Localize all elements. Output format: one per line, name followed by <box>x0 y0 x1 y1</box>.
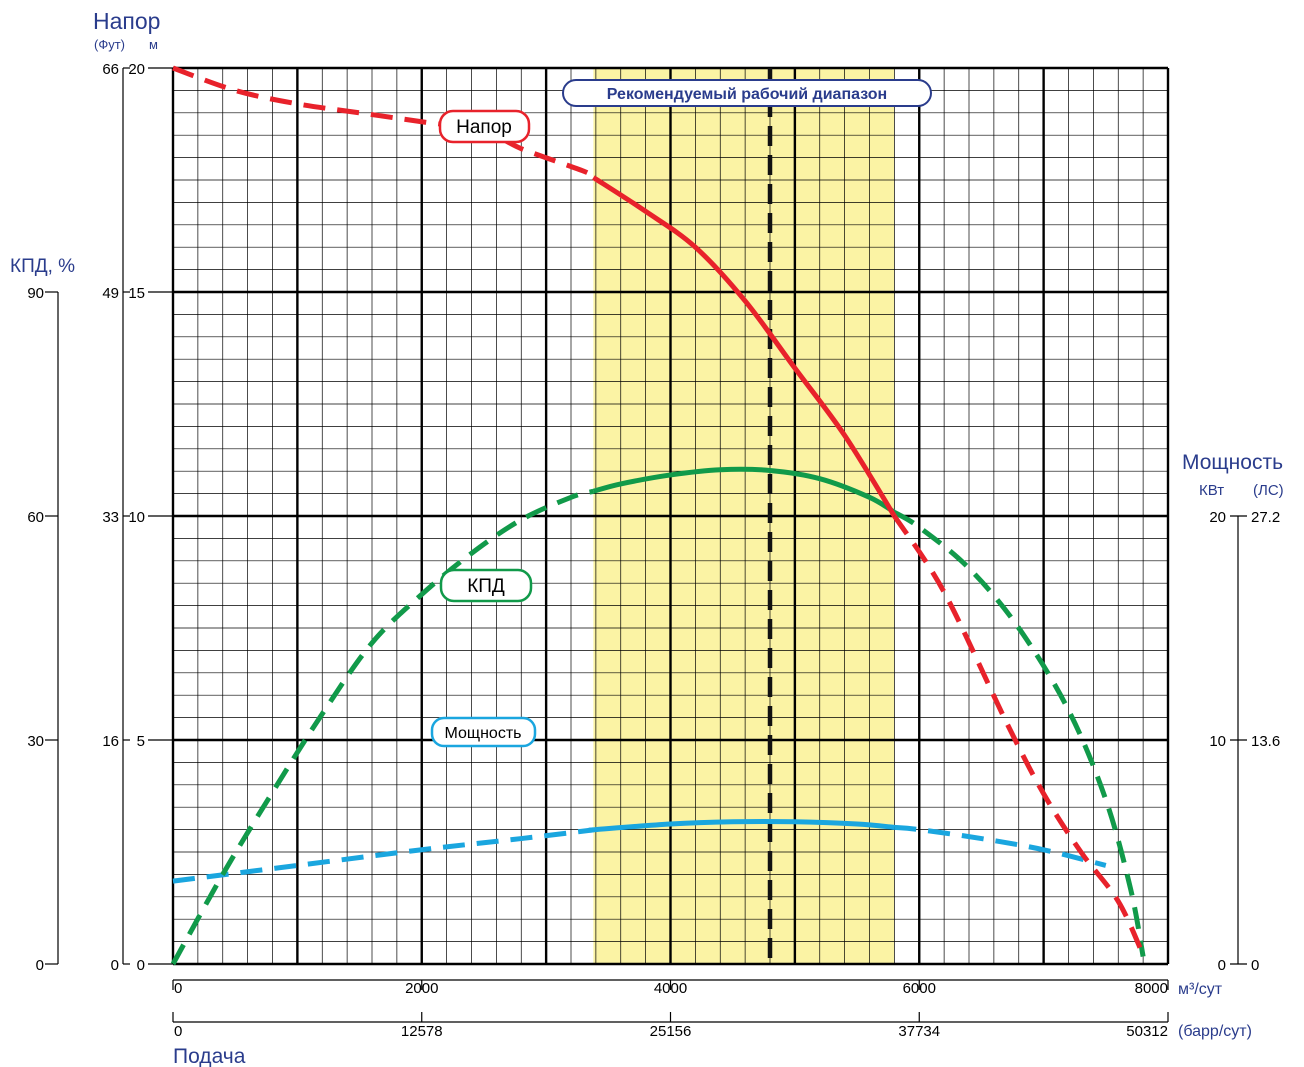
power-hp-tick-label: 27.2 <box>1251 509 1280 526</box>
power-hp-tick-label: 13.6 <box>1251 733 1280 750</box>
efficiency-curve-dashed-segment <box>893 510 1146 957</box>
flow-m3-tick-label: 2000 <box>405 980 438 997</box>
head-ft-tick-label: 49 <box>102 285 119 302</box>
head-ft-tick-label: 33 <box>102 509 119 526</box>
head-unit-ft: (Фут) <box>94 37 125 52</box>
efficiency-axis-title: КПД, % <box>10 256 75 277</box>
power-kw-tick-label: 10 <box>1209 733 1226 750</box>
recommended-range-label: Рекомендуемый рабочий диапазон <box>607 86 887 103</box>
power-hp-tick-label: 0 <box>1251 957 1259 974</box>
tick-labels: 0 0 5 16 10 33 15 49 20 66 0 30 60 90 0 0 10 13.6 20 27.2 0 0… <box>27 61 1280 1040</box>
grid-major <box>171 66 1170 966</box>
power-curve-dashed-segment <box>172 827 594 884</box>
head-curve-solid-segment <box>592 175 897 518</box>
head-ft-tick-label: 0 <box>111 957 119 974</box>
efficiency-tick-label: 60 <box>27 509 44 526</box>
power-curve-solid-segment <box>587 818 895 833</box>
head-m-tick-label: 15 <box>128 285 145 302</box>
power-axis-title: Мощность <box>1182 451 1283 474</box>
efficiency-tick-label: 90 <box>27 285 44 302</box>
power-kw-tick-label: 20 <box>1209 509 1226 526</box>
flow-bbl-tick-label: 0 <box>174 1023 182 1040</box>
flow-axis-title: Подача <box>173 1045 246 1067</box>
head-curve-dashed-segment <box>172 65 596 180</box>
head-axis-title: Напор <box>93 8 160 34</box>
power-curve-label-text: Мощность <box>445 725 522 742</box>
head-curve-dashed-segment <box>892 514 1146 957</box>
flow-unit-m3: м³/сут <box>1178 981 1223 998</box>
flow-m3-tick-label: 8000 <box>1135 980 1168 997</box>
power-curve-label: Мощность <box>430 716 537 748</box>
power-kw-tick-label: 0 <box>1218 957 1226 974</box>
flow-m3-tick-label: 0 <box>174 980 182 997</box>
efficiency-tick-label: 0 <box>36 957 44 974</box>
power-curve-dashed-segment <box>894 824 1107 868</box>
head-m-tick-label: 20 <box>128 61 145 78</box>
axes <box>45 67 1247 1023</box>
head-m-tick-label: 10 <box>128 509 145 526</box>
flow-bbl-tick-label: 12578 <box>401 1023 443 1040</box>
efficiency-curve-label-text: КПД <box>467 576 505 597</box>
head-unit-m: м <box>149 37 158 52</box>
flow-unit-bbl: (барр/сут) <box>1178 1023 1252 1040</box>
curves <box>170 65 1146 966</box>
curve-label-bubbles: Напор КПД Мощность <box>430 109 537 748</box>
head-m-tick-label: 0 <box>137 957 145 974</box>
flow-m3-tick-label: 4000 <box>654 980 687 997</box>
flow-bbl-tick-label: 25156 <box>650 1023 692 1040</box>
head-ft-tick-label: 66 <box>102 61 119 78</box>
power-unit-hp: (ЛС) <box>1253 482 1284 499</box>
flow-m3-tick-label: 6000 <box>903 980 936 997</box>
head-ft-tick-label: 16 <box>102 733 119 750</box>
head-m-tick-label: 5 <box>137 733 145 750</box>
efficiency-curve-dashed-segment <box>170 488 595 966</box>
efficiency-tick-label: 30 <box>27 733 44 750</box>
flow-bbl-tick-label: 50312 <box>1126 1023 1168 1040</box>
efficiency-curve-solid-segment <box>592 466 896 515</box>
recommended-range-badge: Рекомендуемый рабочий диапазон <box>562 79 932 107</box>
flow-bbl-tick-label: 37734 <box>898 1023 940 1040</box>
power-unit-kw: КВт <box>1199 482 1224 499</box>
head-curve-label: Напор <box>438 109 531 144</box>
head-curve-label-text: Напор <box>456 117 512 138</box>
efficiency-curve-label: КПД <box>439 568 533 603</box>
